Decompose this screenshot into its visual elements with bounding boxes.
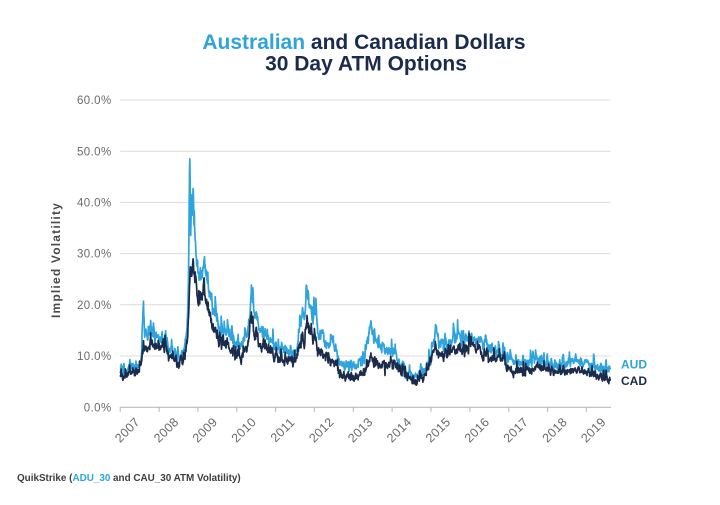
svg-text:CAD: CAD xyxy=(621,374,647,388)
svg-text:AUD: AUD xyxy=(621,358,647,372)
svg-text:30 Day ATM Options: 30 Day ATM Options xyxy=(265,52,467,75)
svg-text:QuikStrike (ADU_30 and CAU_30: QuikStrike (ADU_30 and CAU_30 ATM Volati… xyxy=(17,473,241,484)
svg-text:Implied Volatility: Implied Volatility xyxy=(49,202,63,318)
svg-text:20.0%: 20.0% xyxy=(77,300,112,312)
svg-text:60.0%: 60.0% xyxy=(77,95,112,107)
svg-text:40.0%: 40.0% xyxy=(77,198,112,210)
svg-text:10.0%: 10.0% xyxy=(77,351,112,363)
svg-text:0.0%: 0.0% xyxy=(84,402,112,414)
svg-text:Australian and Canadian Dollar: Australian and Canadian Dollars xyxy=(202,31,525,54)
svg-text:50.0%: 50.0% xyxy=(77,146,112,158)
svg-text:30.0%: 30.0% xyxy=(77,249,112,261)
